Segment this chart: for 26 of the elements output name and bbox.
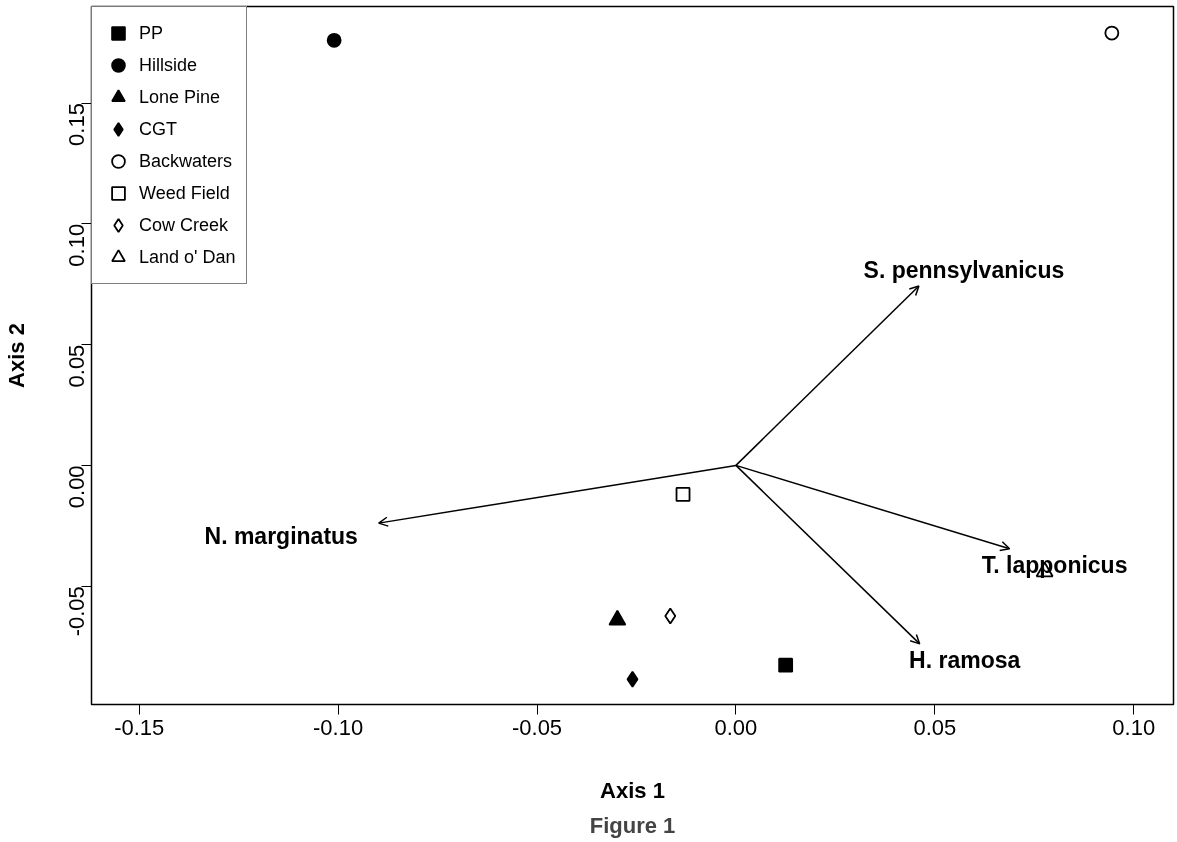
caption: Figure 1 (589, 812, 676, 838)
y-tick-label: 0.00 (64, 465, 89, 509)
y-tick-label: 0.05 (64, 344, 89, 388)
x-tick-label: -0.15 (114, 714, 165, 740)
y-tick-label: -0.05 (64, 586, 89, 637)
series-label: S. pennsylvanicus (863, 256, 1065, 283)
x-tick-label: 0.10 (1112, 714, 1156, 740)
x-tick-label: 0.00 (714, 714, 758, 740)
x-axis-title: Axis 1 (600, 777, 665, 803)
legend-label: PP (139, 22, 164, 44)
x-tick-label: 0.05 (913, 714, 957, 740)
legend-label: Weed Field (139, 182, 230, 204)
y-tick-label: 0.15 (64, 103, 89, 146)
x-tick-label: -0.05 (511, 714, 563, 740)
legend-label: Backwaters (139, 150, 233, 172)
legend-label: Cow Creek (139, 214, 229, 236)
series-label: N. marginatus (204, 523, 358, 550)
series-label: H. ramosa (909, 646, 1021, 673)
series-label: T. lapponicus (981, 551, 1128, 578)
legend-label: Land o' Dan (139, 246, 236, 268)
x-tick-label: -0.10 (313, 714, 364, 740)
y-tick-label: 0.10 (64, 223, 89, 267)
y-axis-title: Axis 2 (3, 323, 29, 388)
legend-label: Lone Pine (139, 86, 221, 108)
legend-label: Hillside (139, 54, 198, 76)
legend-label: CGT (139, 118, 177, 140)
